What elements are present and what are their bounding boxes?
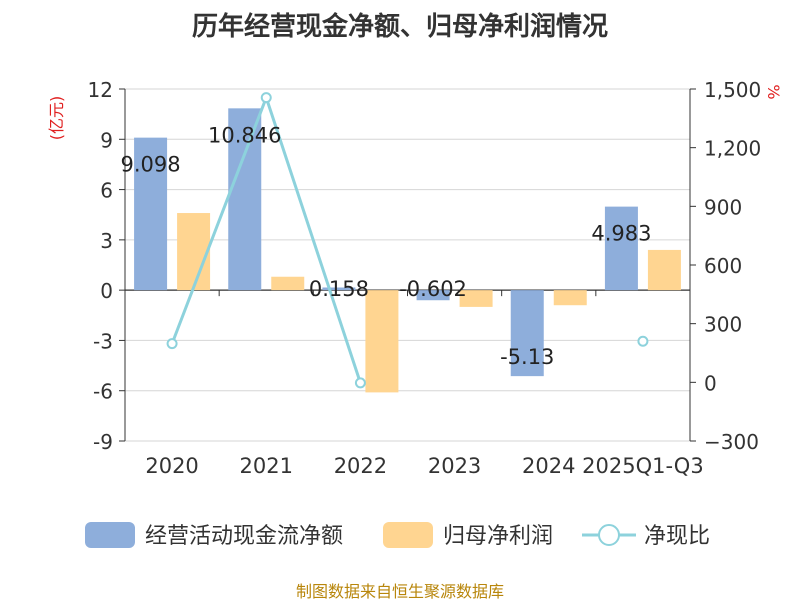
- net-profit-bar-2025Q1-Q3: [647, 249, 681, 291]
- cash-flow-bar-2024: [510, 290, 544, 377]
- right-tick-label: 300: [704, 313, 742, 337]
- ratio-point-2020: [166, 338, 178, 350]
- legend-label-cash-flow: 经营活动现金流净额: [145, 524, 343, 549]
- left-tick-label: -9: [93, 430, 113, 454]
- net-profit-bar-2021: [271, 276, 305, 291]
- net-profit-bar-2023: [459, 290, 493, 307]
- right-axis-unit: %: [764, 84, 783, 99]
- ratio-point-2022: [354, 377, 366, 389]
- bars: [134, 108, 681, 393]
- left-tick-label: 3: [100, 229, 113, 253]
- x-tick-label: 2023: [428, 454, 481, 478]
- x-tick-label: 2020: [145, 454, 198, 478]
- right-tick-label: 1,500: [704, 78, 761, 102]
- x-tick-label: 2024: [522, 454, 575, 478]
- cash-flow-value-label: 0.158: [309, 277, 369, 301]
- cash-flow-value-label: 10.846: [208, 123, 281, 147]
- right-tick-label: −300: [704, 430, 759, 454]
- net-profit-bar-2022: [365, 290, 399, 393]
- legend-label-ratio: 净现比: [644, 524, 710, 549]
- ratio-point-2021: [260, 92, 272, 104]
- cash-flow-bar-2023: [416, 290, 450, 301]
- cash-flow-value-label: -5.13: [500, 345, 554, 369]
- cash-flow-value-label: 4.983: [591, 222, 651, 246]
- right-tick-label: 1,200: [704, 137, 761, 161]
- cash-flow-value-label: -0.602: [399, 277, 467, 301]
- data-source-note: 制图数据来自恒生聚源数据库: [295, 582, 504, 601]
- legend-label-net-profit: 归母净利润: [443, 524, 553, 549]
- left-tick-label: 9: [100, 128, 113, 152]
- legend-marker-ratio: [598, 524, 620, 546]
- net-profit-bar-2020: [177, 213, 211, 291]
- cash-flow-bar-2025Q1-Q3: [604, 206, 638, 291]
- cash-flow-value-label: 9.098: [121, 153, 181, 177]
- data-labels: 9.098 10.846 0.158 -0.602 -5.13 4.983: [121, 123, 652, 369]
- net-profit-bar-2024: [553, 290, 587, 306]
- left-tick-label: 12: [88, 78, 113, 102]
- legend: 经营活动现金流净额 归母净利润 净现比: [85, 522, 710, 549]
- left-axis-unit: (亿元): [47, 96, 66, 141]
- axes: 12 9 6 3 0 -3 -6 -9 1,500 1,200 900 600 300 0 −300 (亿元)…: [47, 78, 783, 478]
- x-tick-label: 2025Q1-Q3: [582, 454, 704, 478]
- legend-swatch-cash-flow: [85, 522, 135, 548]
- right-tick-label: 0: [704, 371, 717, 395]
- left-tick-label: 0: [100, 279, 113, 303]
- left-tick-label: -3: [93, 329, 113, 353]
- right-tick-label: 900: [704, 195, 742, 219]
- chart-title: 历年经营现金净额、归母净利润情况: [191, 12, 608, 42]
- ratio-line: [166, 92, 649, 389]
- x-tick-label: 2022: [334, 454, 387, 478]
- x-tick-label: 2021: [240, 454, 293, 478]
- left-tick-label: -6: [93, 380, 113, 404]
- legend-swatch-net-profit: [383, 522, 433, 548]
- right-tick-label: 600: [704, 254, 742, 278]
- cash-flow-bar-2022: [322, 287, 356, 291]
- left-tick-label: 6: [100, 179, 113, 203]
- ratio-point-2025Q1-Q3: [637, 335, 649, 347]
- cash-flow-bar-2020: [134, 137, 168, 291]
- grid-lines: [125, 88, 690, 442]
- cash-flow-bar-2021: [228, 108, 262, 291]
